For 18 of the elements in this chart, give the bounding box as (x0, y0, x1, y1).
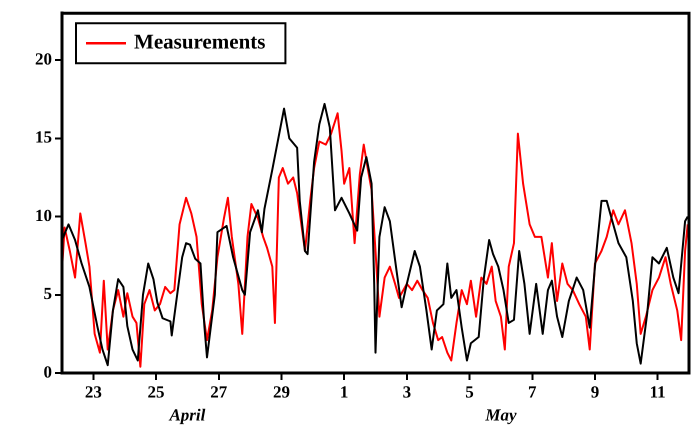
x-tick-label: 25 (148, 382, 165, 402)
x-tick-label: 3 (402, 382, 412, 402)
x-tick-label: 27 (210, 382, 228, 402)
text: May (484, 405, 517, 424)
y-tick-label: 10 (35, 206, 52, 225)
legend-label: Measurements (134, 30, 266, 54)
x-tick-label: 7 (528, 382, 537, 402)
y-tick-label: 5 (44, 284, 52, 304)
y-tick-label: 20 (35, 50, 52, 69)
x-tick-label: 29 (272, 382, 290, 402)
y-tick-label: 15 (35, 128, 52, 147)
x-tick-label: 1 (340, 382, 348, 402)
y-tick-label: 0 (44, 362, 52, 382)
x-tick-label: 11 (650, 382, 666, 402)
text: April (168, 405, 206, 424)
x-tick-label: 23 (84, 382, 102, 402)
x-tick-label: 9 (590, 382, 600, 402)
x-tick-label: 5 (465, 382, 474, 402)
